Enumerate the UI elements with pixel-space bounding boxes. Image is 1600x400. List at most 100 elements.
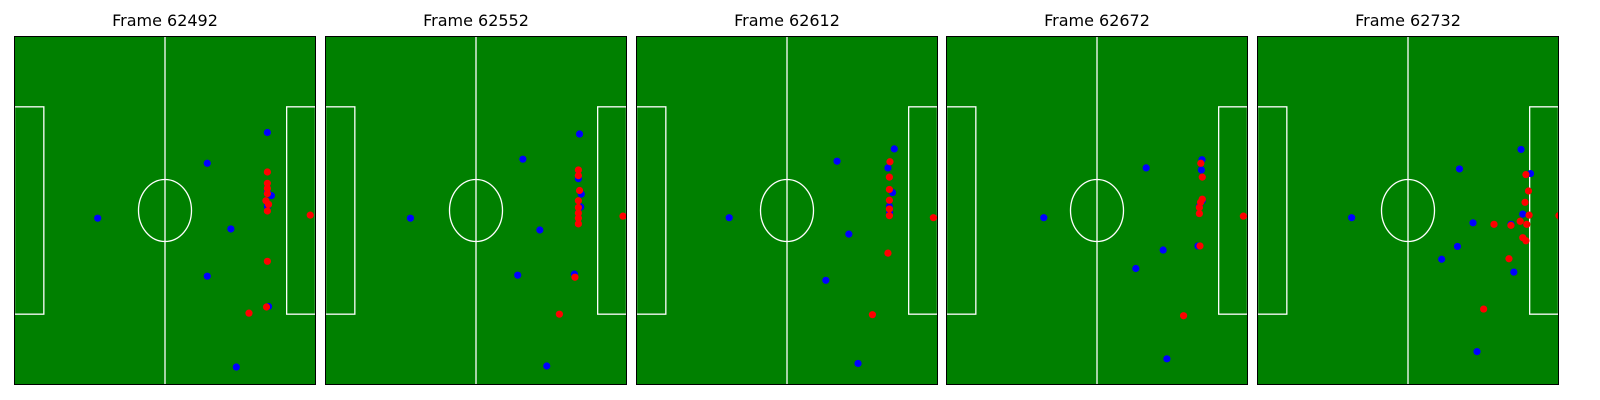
- player-marker: [1522, 237, 1530, 245]
- pitch: [14, 36, 316, 385]
- player-marker: [1196, 242, 1204, 250]
- player-marker: [725, 214, 733, 222]
- axes-frame: [325, 36, 627, 385]
- center-circle: [759, 178, 815, 243]
- player-marker: [884, 249, 892, 257]
- player-marker: [1455, 165, 1464, 173]
- pitch-panel: Frame 62612: [636, 0, 938, 400]
- player-marker: [1195, 203, 1203, 212]
- player-marker: [406, 214, 415, 222]
- player-marker: [555, 310, 564, 318]
- center-circle: [1380, 178, 1436, 243]
- panel-title: Frame 62732: [1355, 11, 1461, 30]
- player-marker: [1469, 219, 1477, 227]
- panel-title: Frame 62612: [734, 11, 840, 30]
- player-marker: [1453, 242, 1462, 251]
- player-marker: [232, 363, 240, 371]
- player-marker: [94, 214, 102, 222]
- player-marker: [885, 205, 893, 213]
- center-circle: [448, 178, 504, 243]
- player-marker: [536, 226, 544, 234]
- pitch: [1257, 36, 1559, 385]
- player-marker: [885, 212, 893, 220]
- player-marker: [1517, 145, 1525, 154]
- player-marker: [574, 203, 582, 212]
- player-marker: [1197, 159, 1205, 167]
- player-marker: [571, 273, 579, 281]
- player-marker: [619, 212, 627, 220]
- player-marker: [263, 189, 271, 198]
- pitch-panel: Frame 62552: [325, 0, 627, 400]
- axes-frame: [1257, 36, 1559, 385]
- player-marker: [1179, 312, 1188, 320]
- player-marker: [574, 197, 582, 205]
- player-marker: [868, 311, 877, 319]
- player-marker: [1195, 209, 1203, 218]
- player-marker: [833, 157, 841, 165]
- player-marker: [1473, 348, 1481, 356]
- pitch-panel: Frame 62492: [14, 0, 316, 400]
- axes-frame: [14, 36, 316, 385]
- player-marker: [1348, 214, 1356, 222]
- pitch: [325, 36, 627, 385]
- player-marker: [854, 359, 862, 368]
- player-marker: [1239, 212, 1247, 220]
- player-marker: [1490, 220, 1498, 228]
- player-marker: [885, 173, 893, 181]
- player-marker: [203, 272, 211, 280]
- player-marker: [574, 166, 582, 174]
- pitch: [636, 36, 938, 385]
- player-marker: [203, 159, 211, 167]
- player-marker: [885, 196, 893, 204]
- pitch: [946, 36, 1248, 385]
- player-marker: [1438, 255, 1446, 263]
- player-marker: [1516, 217, 1524, 225]
- player-marker: [1524, 187, 1533, 195]
- player-marker: [1510, 268, 1518, 276]
- player-marker: [886, 158, 894, 166]
- player-marker: [262, 303, 271, 311]
- player-marker: [1521, 198, 1529, 206]
- player-marker: [306, 211, 314, 219]
- player-marker: [1505, 255, 1513, 263]
- player-marker: [263, 128, 271, 137]
- panel-title: Frame 62552: [423, 11, 529, 30]
- center-circle: [137, 178, 193, 243]
- player-marker: [884, 164, 892, 172]
- player-marker: [263, 207, 271, 215]
- pitch-panel: Frame 62732: [1257, 0, 1559, 400]
- player-marker: [845, 230, 853, 238]
- player-marker: [574, 172, 582, 180]
- player-marker: [929, 214, 937, 222]
- player-marker: [1507, 221, 1515, 229]
- center-circle: [1069, 178, 1125, 243]
- player-marker: [1163, 355, 1171, 363]
- player-marker: [822, 276, 830, 284]
- player-marker: [1523, 220, 1531, 228]
- player-marker: [263, 184, 271, 193]
- player-marker: [1198, 173, 1206, 181]
- player-marker: [574, 214, 582, 222]
- player-marker: [1525, 211, 1533, 219]
- player-marker: [575, 130, 584, 138]
- player-marker: [263, 257, 271, 265]
- player-marker: [514, 271, 522, 279]
- player-marker: [574, 220, 582, 228]
- player-marker: [1132, 264, 1140, 273]
- axes-frame: [946, 36, 1248, 385]
- player-marker: [264, 200, 273, 208]
- player-marker: [575, 186, 584, 195]
- player-marker: [1159, 246, 1167, 254]
- player-marker: [1522, 170, 1530, 179]
- player-marker: [890, 145, 898, 153]
- axes-frame: [636, 36, 938, 385]
- player-marker: [1480, 305, 1488, 313]
- player-marker: [1040, 214, 1048, 222]
- player-marker: [1142, 164, 1150, 172]
- player-marker: [1519, 210, 1527, 218]
- pitch-panel: Frame 62672: [946, 0, 1248, 400]
- player-marker: [263, 179, 271, 187]
- panel-title: Frame 62672: [1044, 11, 1150, 30]
- player-marker: [885, 185, 893, 194]
- panel-title: Frame 62492: [112, 11, 218, 30]
